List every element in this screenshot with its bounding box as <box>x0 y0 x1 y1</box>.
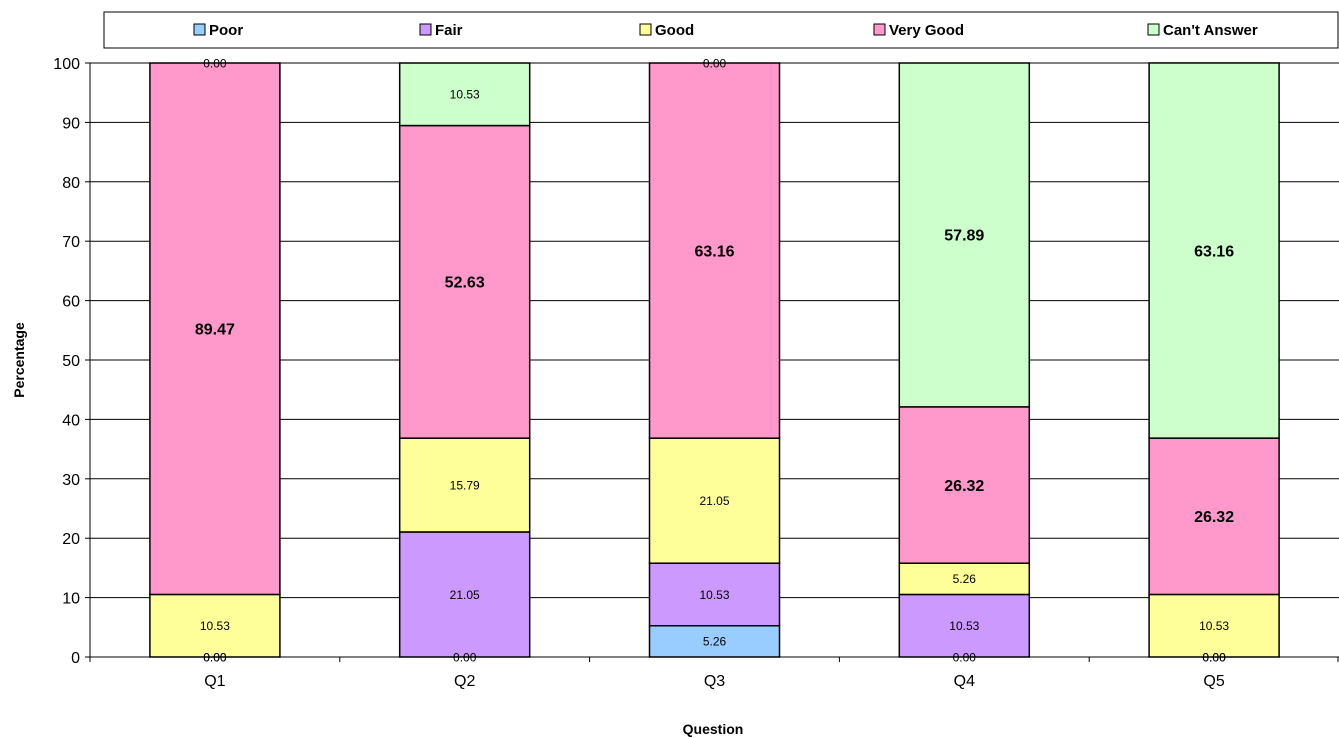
legend-label-good: Good <box>655 22 694 39</box>
x-axis-label: Question <box>683 721 744 737</box>
data-label-q1-fair: 0.00 <box>203 650 227 664</box>
data-label-q1-very-good: 89.47 <box>195 321 235 338</box>
bar-q2-fair <box>398 531 531 658</box>
data-label-q4-good: 5.26 <box>953 572 977 586</box>
legend-swatch-good <box>639 23 652 36</box>
legend: Poor Fair Good Very Good Can't Answer <box>103 11 1339 49</box>
bar-q2-good <box>398 437 531 533</box>
x-tick-label-q2: Q2 <box>454 673 475 690</box>
data-label-q3-fair: 10.53 <box>699 588 729 602</box>
y-tick-label-60: 60 <box>62 294 80 311</box>
y-tick-label-20: 20 <box>62 531 80 548</box>
y-tick-label-10: 10 <box>62 591 80 608</box>
y-tick-label-50: 50 <box>62 353 80 370</box>
data-label-q1-can-t-answer: 0.00 <box>203 56 227 70</box>
data-label-q5-very-good: 26.32 <box>1194 509 1234 526</box>
legend-box <box>103 11 1339 49</box>
legend-label-fair: Fair <box>435 22 463 39</box>
data-label-q2-can-t-answer: 10.53 <box>450 88 480 102</box>
legend-label-very-good: Very Good <box>889 22 964 39</box>
legend-swatch-very-good <box>873 23 886 36</box>
bar-q3-good <box>648 437 781 564</box>
data-label-q4-very-good: 26.32 <box>944 478 984 495</box>
bar-q4-good <box>898 562 1031 596</box>
bar-q4-can-t-answer <box>898 62 1031 408</box>
y-axis-label: Percentage <box>11 322 27 398</box>
data-label-q3-very-good: 63.16 <box>694 243 734 260</box>
data-label-q4-can-t-answer: 57.89 <box>944 228 984 245</box>
data-label-q2-very-good: 52.63 <box>445 275 485 292</box>
legend-swatch-poor <box>193 23 206 36</box>
x-tick-label-q4: Q4 <box>954 673 975 690</box>
data-label-q5-good: 10.53 <box>1199 619 1229 633</box>
bars <box>149 62 1280 658</box>
data-label-q1-poor: 0.00 <box>203 650 227 664</box>
data-label-q3-can-t-answer: 0.00 <box>703 56 727 70</box>
bar-q5-can-t-answer <box>1148 62 1280 439</box>
data-label-q2-fair: 21.05 <box>450 588 480 602</box>
data-label-q5-poor: 0.00 <box>1202 650 1226 664</box>
legend-swatch-fair <box>419 23 432 36</box>
data-label-q5-fair: 0.00 <box>1202 650 1226 664</box>
bar-q1-good <box>149 593 281 658</box>
x-tick-label-q3: Q3 <box>704 673 725 690</box>
bar-q1-very-good <box>149 62 281 596</box>
data-labels: 0.00 0.00 10.53 89.47 0.00 0.00 21.05 15.79 52.6… <box>195 56 1234 664</box>
x-tick-label-q5: Q5 <box>1203 673 1224 690</box>
axes: 0 10 20 30 40 50 60 70 80 90 100 Q1 Q2 Q3 Q4 Q5 <box>53 56 1339 690</box>
data-label-q4-poor: 0.00 <box>953 650 977 664</box>
data-label-q3-good: 21.05 <box>699 494 729 508</box>
bar-q2-very-good <box>398 124 531 439</box>
y-tick-label-40: 40 <box>62 412 80 429</box>
bar-q4-fair <box>898 593 1031 658</box>
bar-q5-very-good <box>1148 437 1280 596</box>
data-label-q5-can-t-answer: 63.16 <box>1194 243 1234 260</box>
data-label-q2-poor: 0.00 <box>453 650 477 664</box>
data-label-q1-good: 10.53 <box>200 619 230 633</box>
y-tick-label-30: 30 <box>62 472 80 489</box>
legend-swatch-can-t-answer <box>1147 23 1160 36</box>
data-label-q2-good: 15.79 <box>450 478 480 492</box>
bar-q2-can-t-answer <box>398 62 531 127</box>
bar-q3-fair <box>648 562 781 627</box>
legend-label-can-t-answer: Can't Answer <box>1163 22 1258 39</box>
y-tick-label-0: 0 <box>71 650 80 667</box>
y-tick-label-80: 80 <box>62 175 80 192</box>
bar-q5-good <box>1148 593 1280 658</box>
data-label-q3-poor: 5.26 <box>703 635 727 649</box>
y-tick-label-70: 70 <box>62 234 80 251</box>
bar-q3-very-good <box>648 62 781 439</box>
x-tick-label-q1: Q1 <box>204 673 225 690</box>
legend-label-poor: Poor <box>209 22 243 39</box>
y-tick-label-100: 100 <box>53 56 80 73</box>
data-label-q4-fair: 10.53 <box>949 619 979 633</box>
y-tick-label-90: 90 <box>62 115 80 132</box>
